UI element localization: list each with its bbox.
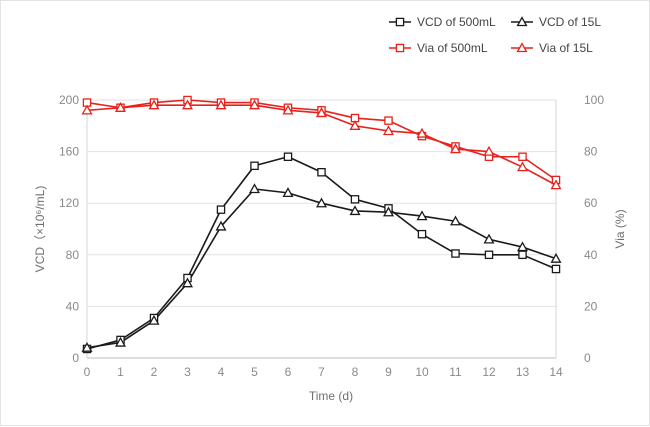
axes (86, 100, 557, 359)
data-point (551, 264, 561, 274)
data-point (114, 102, 127, 112)
data-point (550, 179, 562, 190)
data-point (518, 250, 527, 260)
data-point (114, 336, 127, 347)
data-point (81, 104, 93, 115)
right-tick-label: 20 (584, 299, 598, 313)
x-tick-label: 7 (318, 365, 325, 379)
data-point (416, 210, 428, 221)
data-point (317, 167, 326, 177)
x-tick-label: 2 (151, 365, 158, 379)
x-tick-label: 11 (449, 365, 462, 379)
x-tick-label: 1 (117, 365, 124, 379)
data-point (283, 152, 293, 162)
legend-label: VCD of 500mL (417, 15, 496, 29)
data-point (550, 252, 562, 263)
data-point (215, 99, 227, 110)
x-tick-label: 3 (184, 365, 191, 379)
x-tick-label: 4 (218, 365, 225, 379)
legend-swatch-marker (516, 16, 528, 27)
data-point (215, 220, 227, 231)
right-tick-label: 0 (584, 351, 591, 365)
data-point (181, 99, 194, 110)
legend: VCD of 500mL VCD of 15L Via of 500mL Via of… (389, 15, 601, 55)
legend-label: Via of 15L (539, 41, 593, 55)
right-tick-label: 80 (584, 145, 598, 159)
x-tick-label: 14 (549, 365, 563, 379)
data-point (516, 241, 529, 252)
legend-swatch-marker (516, 42, 528, 53)
left-tick-label: 0 (72, 351, 79, 365)
x-axis-title: Time (d) (309, 389, 353, 403)
data-point (81, 341, 93, 352)
right-tick-label: 100 (584, 93, 604, 107)
series-lines (86, 99, 557, 350)
x-tick-label: 13 (516, 365, 530, 379)
x-tick-label: 9 (385, 365, 392, 379)
left-axis-title: VCD（×10⁶/mL) (33, 186, 47, 273)
legend-label: Via of 500mL (417, 41, 488, 55)
data-point (449, 215, 462, 226)
data-point (384, 116, 393, 125)
x-tick-label: 0 (84, 365, 91, 379)
data-point (416, 127, 428, 138)
left-tick-label: 40 (66, 299, 80, 313)
series-markers (81, 95, 562, 354)
data-point (516, 161, 529, 172)
x-tick-label: 12 (482, 365, 496, 379)
data-point (451, 249, 460, 258)
data-point (248, 183, 261, 194)
data-point (350, 195, 360, 204)
right-axis-ticks: 0 20 40 60 80 100 (584, 93, 604, 365)
left-tick-label: 200 (59, 93, 79, 107)
data-point (518, 152, 527, 162)
data-point (315, 197, 328, 208)
data-point (181, 277, 194, 288)
left-tick-label: 160 (59, 145, 79, 159)
legend-label: VCD of 15L (539, 15, 601, 29)
data-point (449, 143, 462, 154)
data-point (382, 206, 395, 217)
data-point (349, 120, 361, 130)
data-point (148, 314, 160, 325)
x-tick-label: 5 (251, 365, 258, 379)
data-point (349, 205, 361, 216)
right-tick-label: 60 (584, 196, 598, 210)
data-point (148, 99, 160, 110)
left-axis-ticks: 0 40 80 120 160 200 (59, 93, 79, 365)
data-point (282, 104, 294, 115)
right-axis-title: Via (%) (613, 209, 627, 248)
left-tick-label: 80 (66, 248, 80, 262)
data-point (483, 233, 495, 244)
x-tick-label: 8 (352, 365, 359, 379)
x-tick-label: 10 (415, 365, 429, 379)
data-point (315, 107, 328, 118)
data-point (484, 250, 494, 260)
data-point (483, 145, 495, 156)
legend-swatch-marker (395, 43, 405, 53)
data-point (382, 125, 395, 136)
data-point (417, 229, 427, 239)
data-point (250, 161, 259, 171)
x-tick-label: 6 (285, 365, 292, 379)
x-axis-ticks: 0 1 2 3 4 5 6 7 8 9 10 11 12 13 14 (84, 365, 563, 379)
data-point (282, 187, 294, 198)
data-point (248, 99, 261, 110)
left-tick-label: 120 (59, 196, 79, 210)
legend-swatch-marker (395, 17, 405, 27)
data-point (216, 205, 226, 214)
right-tick-label: 40 (584, 248, 598, 262)
